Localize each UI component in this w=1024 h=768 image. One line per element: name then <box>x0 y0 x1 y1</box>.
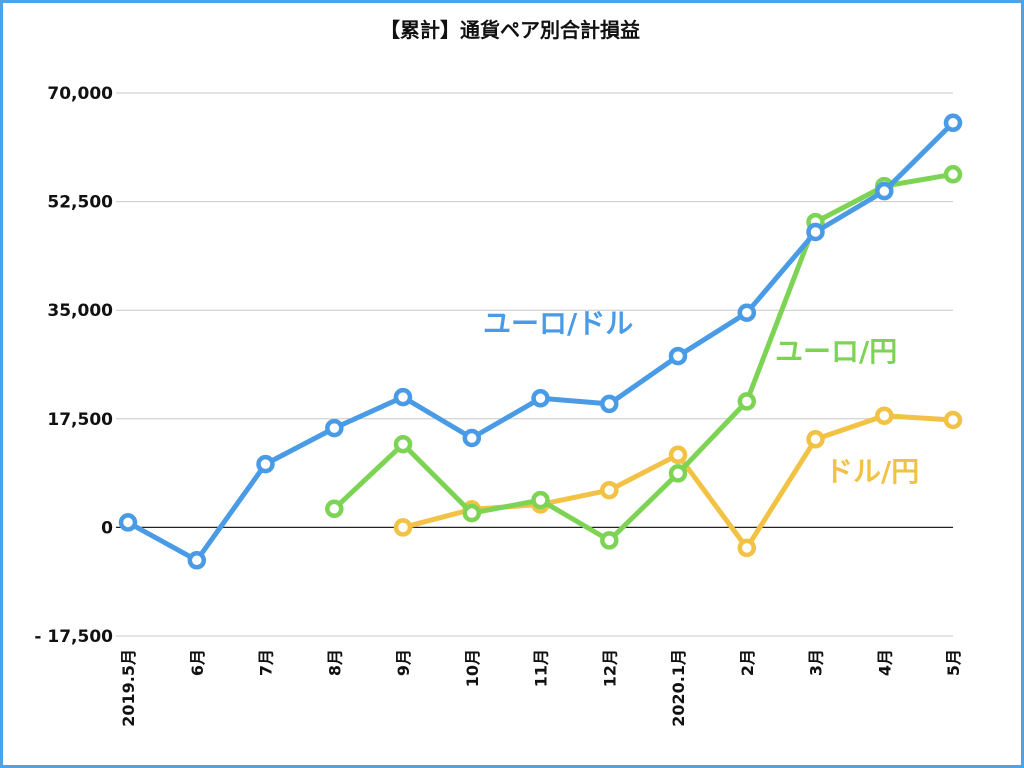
data-point <box>325 418 344 438</box>
series-labels: ユーロ/ドル ユーロ/円 ドル/円 <box>483 307 919 488</box>
data-point <box>737 392 757 411</box>
data-point <box>531 389 550 408</box>
x-tick-label: 9月 <box>394 649 413 676</box>
data-point <box>737 538 757 558</box>
data-point <box>393 518 413 537</box>
x-tick-label: 3月 <box>807 649 826 676</box>
y-tick-label: 70,000 <box>47 84 113 104</box>
data-point <box>325 499 344 519</box>
x-tick-label: 12月 <box>600 649 619 687</box>
data-point <box>393 434 413 454</box>
data-point <box>256 454 275 474</box>
data-point <box>737 303 757 322</box>
series-0 <box>118 113 963 570</box>
data-point <box>943 113 963 133</box>
x-tick-label: 11月 <box>532 649 551 687</box>
x-tick-label: 4月 <box>875 649 894 676</box>
x-tick-label: 8月 <box>325 649 344 676</box>
data-point <box>462 428 482 448</box>
series-label-usdjpy: ドル/円 <box>825 455 919 488</box>
x-tick-label: 2019.5月 <box>119 649 138 727</box>
x-tick-label: 2020.1月 <box>669 649 688 727</box>
data-point <box>806 222 825 242</box>
y-tick-label: 0 <box>101 518 113 538</box>
y-tick-label: 52,500 <box>47 193 113 213</box>
data-point <box>875 406 894 425</box>
line-chart: 【累計】通貨ペア別合計損益 70,000 52,500 35,000 17,500 0 -… <box>34 18 963 727</box>
x-tick-label: 10月 <box>463 649 482 687</box>
data-point <box>806 430 825 449</box>
data-point <box>668 464 688 483</box>
x-axis-ticks: 2019.5月 6月 7月 8月 9月 10月 11月 12月 2020.1月 2月 3月 4月 5月 <box>119 649 963 727</box>
x-tick-label: 6月 <box>188 649 207 676</box>
data-point <box>600 394 619 414</box>
data-point <box>393 387 413 407</box>
chart-title: 【累計】通貨ペア別合計損益 <box>380 18 640 42</box>
data-point <box>668 346 688 366</box>
data-point <box>600 531 619 550</box>
y-tick-label: 17,500 <box>47 410 113 430</box>
y-tick-label: - 17,500 <box>34 627 113 647</box>
series-layer <box>118 113 963 570</box>
data-point <box>875 181 894 201</box>
data-point <box>462 503 482 523</box>
data-point <box>943 165 963 184</box>
data-point <box>943 410 963 430</box>
data-point <box>600 480 619 500</box>
x-tick-label: 7月 <box>257 649 276 676</box>
series-label-eurusd: ユーロ/ドル <box>483 307 633 340</box>
grid-lines <box>116 92 953 637</box>
data-point <box>118 513 138 532</box>
x-tick-label: 2月 <box>738 649 757 676</box>
data-point <box>531 490 550 510</box>
series-label-eurjpy: ユーロ/円 <box>775 335 897 368</box>
data-point <box>187 551 207 570</box>
y-tick-label: 35,000 <box>47 301 113 321</box>
y-axis-ticks: 70,000 52,500 35,000 17,500 0 - 17,500 <box>34 84 113 647</box>
series-line <box>331 171 956 543</box>
data-point <box>668 445 688 465</box>
x-tick-label: 5月 <box>944 649 963 676</box>
